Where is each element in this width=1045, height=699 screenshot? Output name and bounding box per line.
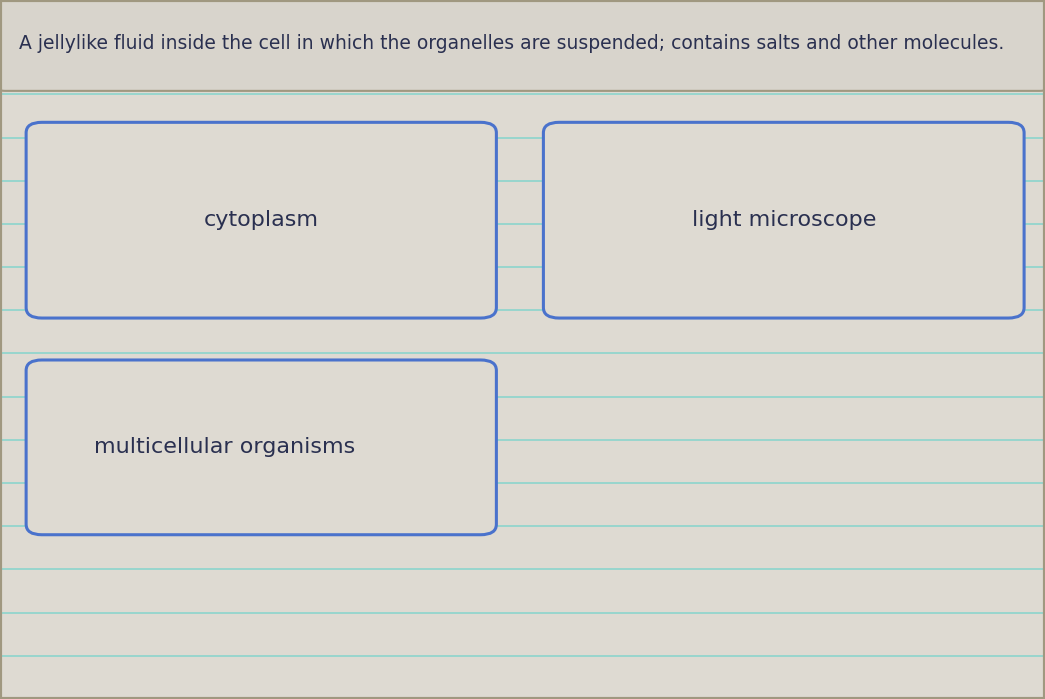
FancyBboxPatch shape [26,122,496,318]
Text: light microscope: light microscope [692,210,876,230]
FancyBboxPatch shape [0,0,1045,91]
FancyBboxPatch shape [26,360,496,535]
Text: A jellylike fluid inside the cell in which the organelles are suspended; contain: A jellylike fluid inside the cell in whi… [19,34,1004,53]
Text: cytoplasm: cytoplasm [204,210,319,230]
Text: multicellular organisms: multicellular organisms [94,438,355,457]
FancyBboxPatch shape [543,122,1024,318]
